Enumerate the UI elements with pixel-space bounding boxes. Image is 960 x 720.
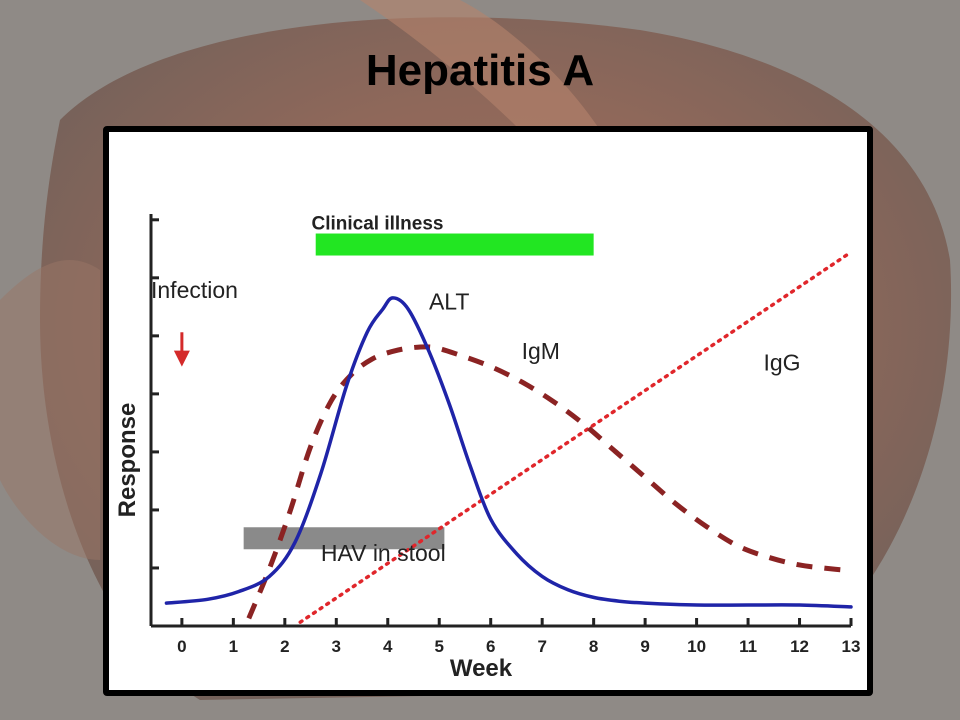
infection-arrow-head <box>173 350 190 367</box>
slide-title: Hepatitis A <box>365 46 595 95</box>
igg-series-line <box>298 250 853 624</box>
series-lines <box>164 250 853 624</box>
x-tick-label: 8 <box>589 637 598 656</box>
infection-label: Infection <box>151 277 238 303</box>
hav-in-stool-label: HAV in stool <box>321 540 446 566</box>
x-tick-label: 2 <box>280 637 289 656</box>
y-axis-label: Response <box>114 403 141 518</box>
annotation-labels: Clinical illness ALT IgM IgG Infection HAV in… <box>151 213 801 566</box>
x-tick-label: 13 <box>842 637 861 656</box>
clinical-illness-label: Clinical illness <box>311 213 443 234</box>
chart-frame: 0 1 2 3 4 5 6 7 8 9 10 11 12 13 Week Response Clinical … <box>103 126 873 696</box>
x-tick-label: 0 <box>177 637 186 656</box>
igm-series-line <box>246 344 852 620</box>
x-tick-label: 11 <box>739 637 757 656</box>
x-tick-label: 12 <box>790 637 809 656</box>
alt-series-line <box>164 296 853 609</box>
clinical-illness-bar <box>315 233 594 256</box>
igg-label: IgG <box>764 349 801 375</box>
x-tick-label: 6 <box>486 637 495 656</box>
x-tick-label: 3 <box>332 637 341 656</box>
x-tick-label: 7 <box>537 637 546 656</box>
x-tick-label: 4 <box>383 637 393 656</box>
annotation-bars <box>243 233 594 550</box>
x-axis-label: Week <box>450 655 513 682</box>
x-tick-label: 9 <box>640 637 649 656</box>
x-tick-label: 1 <box>229 637 238 656</box>
alt-label: ALT <box>429 288 469 314</box>
igm-label: IgM <box>522 338 560 364</box>
x-tick-label: 5 <box>435 637 444 656</box>
x-tick-label: 10 <box>687 637 706 656</box>
chart-panel: 0 1 2 3 4 5 6 7 8 9 10 11 12 13 Week Response Clinical … <box>109 132 867 690</box>
